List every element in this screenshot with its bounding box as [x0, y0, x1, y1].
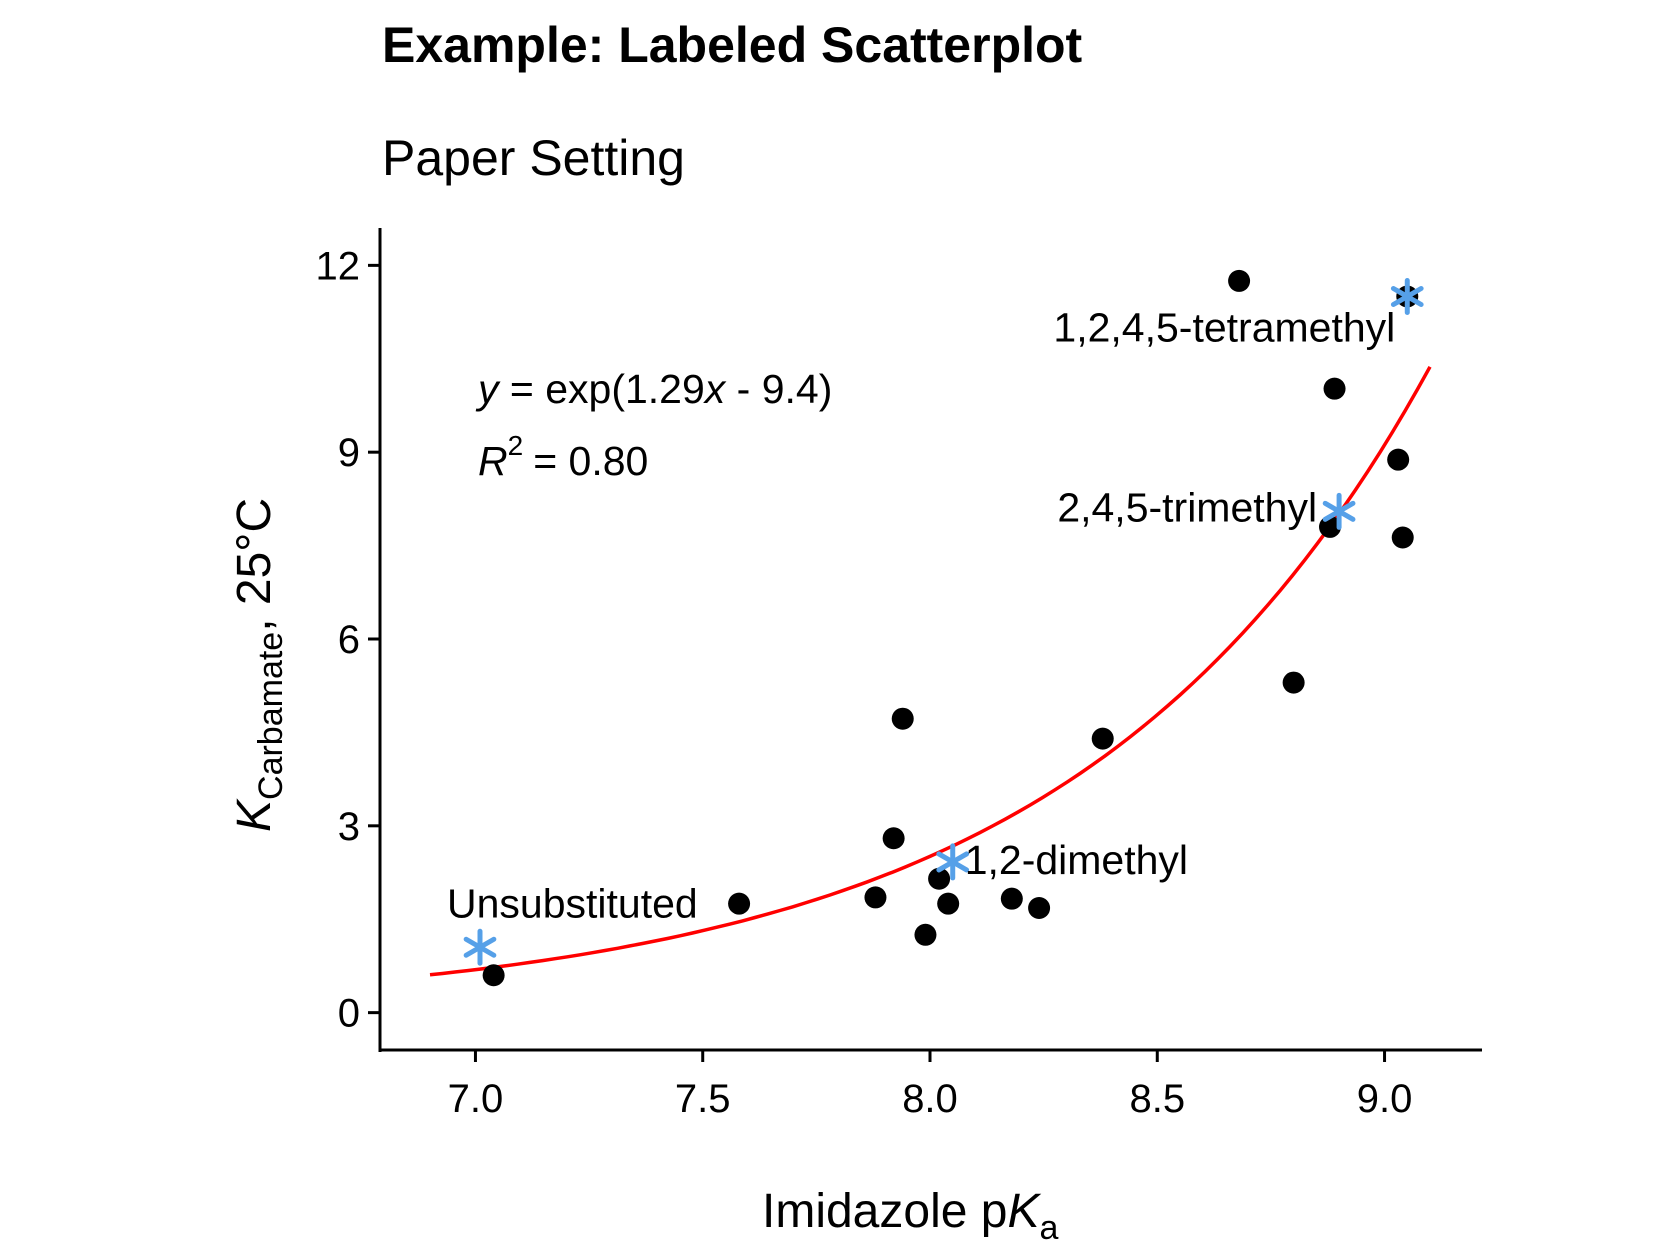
highlighted-points	[463, 278, 1424, 966]
highlight-marker	[936, 843, 970, 881]
y-axis-title-subscript: Carbamate	[252, 632, 290, 800]
data-point	[882, 827, 905, 850]
fit-equation: y = exp(1.29x - 9.4)	[475, 366, 832, 412]
y-tick-label: 6	[338, 618, 360, 662]
point-label: 2,4,5-trimethyl	[1057, 484, 1317, 530]
x-axis-title-subscript: a	[1039, 1209, 1058, 1247]
y-tick-label: 0	[338, 992, 360, 1036]
x-tick-label: 7.0	[448, 1077, 504, 1121]
point-label: Unsubstituted	[447, 880, 698, 926]
highlight-marker	[1322, 492, 1356, 530]
fit-curve	[429, 365, 1432, 977]
data-points	[482, 269, 1419, 987]
y-axis-title-rest: , 25°C	[228, 498, 281, 632]
data-point	[864, 886, 887, 909]
fit-equation-end: - 9.4)	[725, 366, 832, 412]
y-axis-ticks: 0 3 6 9 12	[316, 244, 380, 1036]
chart-title: Example: Labeled Scatterplot	[382, 17, 1083, 73]
fit-equation-x: x	[703, 366, 727, 412]
r-squared-annotation: R2 = 0.80	[478, 430, 648, 484]
x-axis-title: Imidazole pKa	[762, 1185, 1058, 1247]
r-squared-superscript: 2	[508, 430, 524, 461]
y-axis-title: KCarbamate, 25°C	[228, 498, 290, 832]
data-point	[928, 867, 951, 890]
data-point	[937, 892, 960, 915]
data-point	[1282, 671, 1305, 694]
x-tick-label: 7.5	[675, 1077, 731, 1121]
data-point	[891, 707, 914, 730]
highlight-marker	[463, 928, 497, 966]
y-tick-label: 3	[338, 805, 360, 849]
x-tick-label: 8.5	[1129, 1077, 1185, 1121]
data-point	[1000, 887, 1023, 910]
data-point	[1028, 897, 1051, 920]
asterisk-stroke	[1390, 286, 1424, 307]
x-axis-title-main: Imidazole p	[762, 1185, 1007, 1238]
highlight-marker	[1390, 278, 1424, 315]
data-point	[1387, 448, 1410, 471]
y-axis-title-italic: K	[228, 798, 281, 832]
point-label: 1,2-dimethyl	[965, 837, 1188, 883]
y-tick-label: 9	[338, 431, 360, 475]
y-tick-label: 12	[316, 244, 361, 288]
point-label: 1,2,4,5-tetramethyl	[1053, 305, 1395, 351]
r-squared-r: R	[478, 438, 508, 484]
point-labels: Unsubstituted 1,2-dimethyl 2,4,5-trimethyl…	[447, 305, 1395, 927]
data-point	[1323, 377, 1346, 400]
x-axis-title-italic: K	[1007, 1185, 1041, 1238]
data-point	[728, 892, 751, 915]
r-squared-value: = 0.80	[533, 438, 648, 484]
fit-equation-y: y	[475, 366, 501, 412]
x-tick-label: 9.0	[1357, 1077, 1413, 1121]
x-tick-label: 8.0	[902, 1077, 958, 1121]
chart-subtitle: Paper Setting	[382, 130, 685, 186]
x-axis-ticks: 7.0 7.5 8.0 8.5 9.0	[448, 1050, 1413, 1121]
data-point	[1228, 269, 1251, 292]
data-point	[1391, 526, 1414, 549]
asterisk-stroke	[1322, 500, 1356, 522]
asterisk-stroke	[463, 936, 497, 958]
data-point	[1091, 727, 1114, 750]
data-point	[482, 964, 505, 987]
fit-equation-mid: = exp(1.29	[499, 366, 705, 412]
asterisk-stroke	[936, 851, 970, 873]
data-point	[914, 923, 937, 946]
